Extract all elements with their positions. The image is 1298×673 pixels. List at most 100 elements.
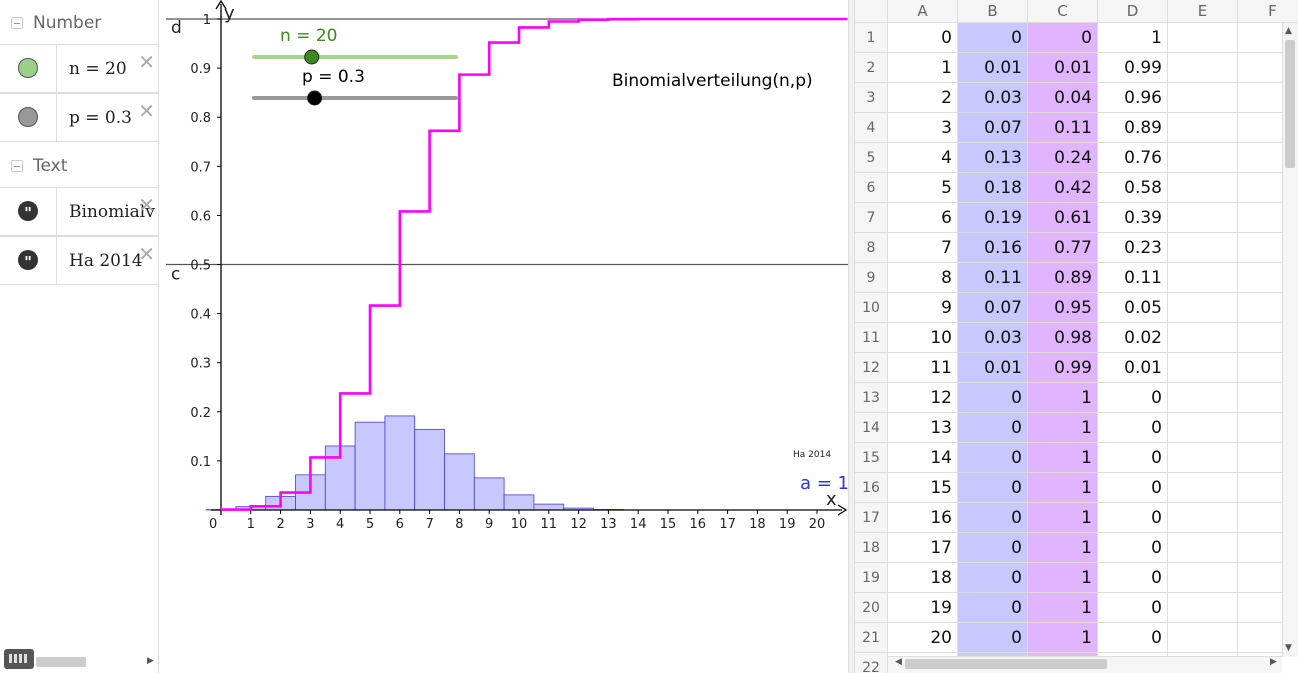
cell-a[interactable]: 18 bbox=[888, 563, 958, 593]
histogram-bar[interactable] bbox=[503, 494, 535, 511]
scroll-down-icon[interactable]: ▼ bbox=[1285, 643, 1292, 653]
group-header-text[interactable]: Text bbox=[0, 143, 158, 189]
cell-e[interactable] bbox=[1168, 113, 1238, 143]
cell-b[interactable]: 0.19 bbox=[958, 203, 1028, 233]
cell-a[interactable]: 0 bbox=[888, 23, 958, 53]
cell-d[interactable]: 0 bbox=[1098, 593, 1168, 623]
cell-e[interactable] bbox=[1168, 473, 1238, 503]
cell-e[interactable] bbox=[1168, 443, 1238, 473]
close-icon[interactable]: ✕ bbox=[138, 50, 155, 74]
cell-e[interactable] bbox=[1168, 203, 1238, 233]
row-header[interactable]: 2 bbox=[855, 53, 888, 83]
row-header[interactable]: 18 bbox=[855, 533, 888, 563]
cell-b[interactable]: 0.01 bbox=[958, 353, 1028, 383]
histogram-bar[interactable] bbox=[384, 415, 416, 511]
visibility-marble[interactable] bbox=[0, 45, 57, 92]
cell-f[interactable] bbox=[1238, 533, 1298, 563]
row-header[interactable]: 4 bbox=[855, 113, 888, 143]
cell-d[interactable]: 0 bbox=[1098, 503, 1168, 533]
cell-b[interactable]: 0.16 bbox=[958, 233, 1028, 263]
cell-c[interactable]: 1 bbox=[1028, 533, 1098, 563]
cell-c[interactable]: 1 bbox=[1028, 593, 1098, 623]
cell-f[interactable] bbox=[1238, 83, 1298, 113]
cell-c[interactable]: 0.98 bbox=[1028, 323, 1098, 353]
cell-a[interactable]: 9 bbox=[888, 293, 958, 323]
cell-a[interactable]: 19 bbox=[888, 593, 958, 623]
histogram-bar[interactable] bbox=[533, 503, 565, 511]
cell-b[interactable]: 0 bbox=[958, 623, 1028, 653]
cell-f[interactable] bbox=[1238, 593, 1298, 623]
cell-e[interactable] bbox=[1168, 413, 1238, 443]
cell-c[interactable]: 1 bbox=[1028, 563, 1098, 593]
cell-e[interactable] bbox=[1168, 143, 1238, 173]
column-header-f[interactable]: F bbox=[1238, 0, 1298, 23]
spreadsheet-view[interactable]: A B C D E F 1 0 0 0 1 2 1 0.01 0.01 0.99 3 2 0.03 0.04 0.96 4… bbox=[855, 0, 1298, 673]
cell-f[interactable] bbox=[1238, 503, 1298, 533]
cell-e[interactable] bbox=[1168, 53, 1238, 83]
algebra-item-value[interactable]: Binomialv bbox=[69, 202, 155, 222]
cell-b[interactable]: 0 bbox=[958, 443, 1028, 473]
cell-f[interactable] bbox=[1238, 443, 1298, 473]
cell-b[interactable]: 0.03 bbox=[958, 83, 1028, 113]
row-header[interactable]: 8 bbox=[855, 233, 888, 263]
cell-f[interactable] bbox=[1238, 53, 1298, 83]
cell-d[interactable]: 0.01 bbox=[1098, 353, 1168, 383]
row-header[interactable]: 7 bbox=[855, 203, 888, 233]
scroll-up-icon[interactable]: ▲ bbox=[1285, 26, 1292, 36]
cell-c[interactable]: 0.61 bbox=[1028, 203, 1098, 233]
cell-a[interactable]: 17 bbox=[888, 533, 958, 563]
text-quote-icon[interactable]: " bbox=[18, 250, 38, 271]
horizontal-scrollbar-thumb[interactable] bbox=[905, 659, 1107, 669]
cell-f[interactable] bbox=[1238, 413, 1298, 443]
cell-d[interactable]: 0.02 bbox=[1098, 323, 1168, 353]
row-header[interactable]: 13 bbox=[855, 383, 888, 413]
row-header[interactable]: 19 bbox=[855, 563, 888, 593]
cell-b[interactable]: 0.07 bbox=[958, 293, 1028, 323]
column-header-c[interactable]: C bbox=[1028, 0, 1098, 23]
cell-f[interactable] bbox=[1238, 263, 1298, 293]
cell-b[interactable]: 0 bbox=[958, 533, 1028, 563]
column-header-a[interactable]: A bbox=[888, 0, 958, 23]
corner-cell[interactable] bbox=[855, 0, 888, 23]
row-header[interactable]: 12 bbox=[855, 353, 888, 383]
cell-a[interactable]: 10 bbox=[888, 323, 958, 353]
cell-b[interactable]: 0.13 bbox=[958, 143, 1028, 173]
keyboard-icon[interactable] bbox=[4, 649, 34, 669]
cell-e[interactable] bbox=[1168, 323, 1238, 353]
cell-a[interactable]: 3 bbox=[888, 113, 958, 143]
close-icon[interactable]: ✕ bbox=[138, 193, 155, 217]
cell-a[interactable]: 15 bbox=[888, 473, 958, 503]
cell-f[interactable] bbox=[1238, 293, 1298, 323]
cell-c[interactable]: 0 bbox=[1028, 23, 1098, 53]
cell-e[interactable] bbox=[1168, 503, 1238, 533]
scroll-right-icon[interactable]: ▶ bbox=[1270, 657, 1277, 667]
row-header[interactable]: 3 bbox=[855, 83, 888, 113]
cell-e[interactable] bbox=[1168, 263, 1238, 293]
cell-c[interactable]: 1 bbox=[1028, 473, 1098, 503]
algebra-item-value[interactable]: n = 20 bbox=[69, 59, 127, 79]
cell-d[interactable]: 0.96 bbox=[1098, 83, 1168, 113]
cell-b[interactable]: 0 bbox=[958, 503, 1028, 533]
collapse-toggle-icon[interactable] bbox=[11, 17, 23, 29]
cell-a[interactable]: 5 bbox=[888, 173, 958, 203]
cell-b[interactable]: 0 bbox=[958, 383, 1028, 413]
histogram-bar[interactable] bbox=[354, 421, 386, 511]
scroll-left-icon[interactable]: ◀ bbox=[895, 657, 902, 667]
cell-b[interactable]: 0.01 bbox=[958, 53, 1028, 83]
close-icon[interactable]: ✕ bbox=[138, 99, 155, 123]
row-header[interactable]: 1 bbox=[855, 23, 888, 53]
cell-d[interactable]: 0.39 bbox=[1098, 203, 1168, 233]
visibility-marble[interactable]: " bbox=[0, 237, 57, 284]
cell-d[interactable]: 0 bbox=[1098, 383, 1168, 413]
cell-d[interactable]: 0.11 bbox=[1098, 263, 1168, 293]
cell-a[interactable]: 1 bbox=[888, 53, 958, 83]
cell-d[interactable]: 0 bbox=[1098, 623, 1168, 653]
column-header-b[interactable]: B bbox=[958, 0, 1028, 23]
cell-d[interactable]: 0 bbox=[1098, 533, 1168, 563]
cell-d[interactable]: 0 bbox=[1098, 443, 1168, 473]
row-header[interactable]: 16 bbox=[855, 473, 888, 503]
cell-c[interactable]: 0.01 bbox=[1028, 53, 1098, 83]
group-header-number[interactable]: Number bbox=[0, 0, 158, 46]
cell-d[interactable]: 0.23 bbox=[1098, 233, 1168, 263]
